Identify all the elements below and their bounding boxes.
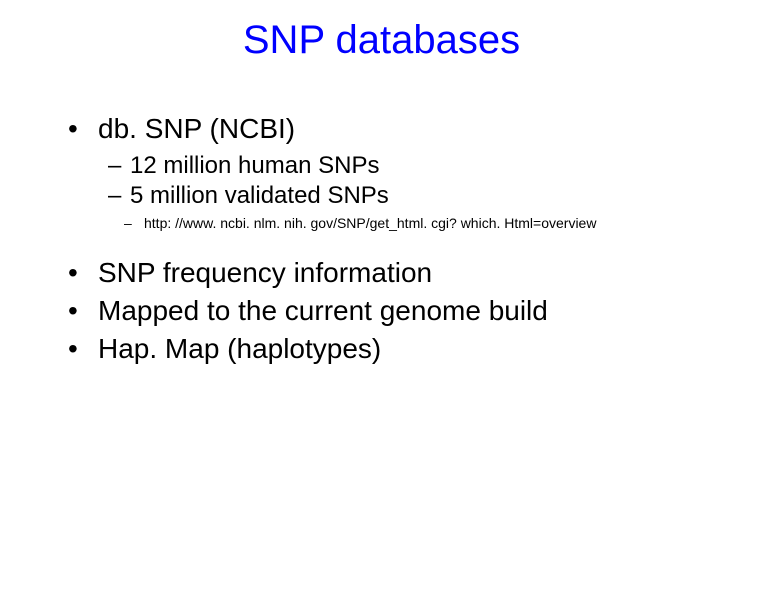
sub-bullet-url: – http: //www. ncbi. nlm. nih. gov/SNP/g… (108, 211, 763, 231)
bullet-text: SNP frequency information (98, 257, 432, 289)
bullet-mark-icon: • (68, 295, 98, 327)
dash-mark-icon: – (108, 181, 130, 211)
bullet-text: db. SNP (NCBI) (98, 113, 295, 145)
sub-bullet-text: 12 million human SNPs (130, 151, 379, 181)
bullet-hapmap: • Hap. Map (haplotypes) (68, 333, 763, 365)
bullet-mark-icon: • (68, 333, 98, 365)
bullet-mark-icon: • (68, 113, 98, 145)
bullet-text: Mapped to the current genome build (98, 295, 548, 327)
bullet-frequency: • SNP frequency information (68, 257, 763, 289)
slide-content: • db. SNP (NCBI) – 12 million human SNPs… (0, 113, 763, 231)
bottom-bullet-list: • SNP frequency information • Mapped to … (0, 257, 763, 365)
sub-bullet-12million: – 12 million human SNPs (108, 151, 763, 181)
bullet-dbsnp: • db. SNP (NCBI) (68, 113, 763, 145)
bullet-mark-icon: • (68, 257, 98, 289)
bullet-text: Hap. Map (haplotypes) (98, 333, 381, 365)
sub-bullet-5million: – 5 million validated SNPs (108, 181, 763, 211)
sub-bullet-url-text: http: //www. ncbi. nlm. nih. gov/SNP/get… (144, 215, 596, 231)
slide-title: SNP databases (0, 0, 763, 113)
sub-list-dbsnp: – 12 million human SNPs – 5 million vali… (68, 151, 763, 231)
dash-mark-icon: – (108, 151, 130, 181)
bullet-mapped: • Mapped to the current genome build (68, 295, 763, 327)
sub-bullet-text: 5 million validated SNPs (130, 181, 389, 211)
dash-mark-icon: – (124, 215, 144, 231)
